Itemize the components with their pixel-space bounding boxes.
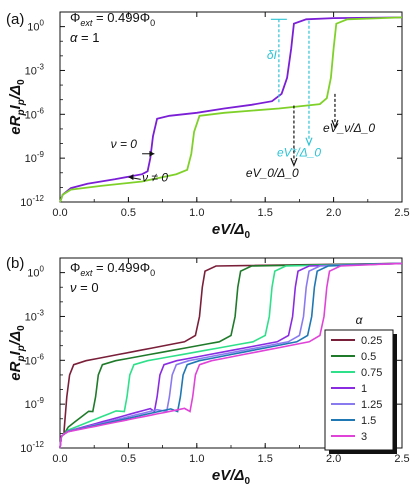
x-tick-label: 1.5 (258, 453, 273, 465)
panel-a-ticks: 0.0 0.5 1.0 1.5 2.0 2.5 100 10-3 10-6 10-9 10-12 (20, 11, 410, 219)
legend-box (324, 329, 394, 451)
x-tick-label: 0.0 (52, 453, 67, 465)
delta-i-label: δI (267, 48, 278, 62)
x-tick-label: 2.5 (394, 453, 409, 465)
legend-label: 3 (361, 431, 367, 443)
legend-label: 0.75 (361, 367, 382, 379)
y-tick-label: 100 (27, 265, 44, 280)
x-tick-label: 2.0 (326, 207, 341, 219)
y-tick-label: 10-12 (20, 194, 44, 209)
series-line-3 (59, 262, 403, 449)
x-tick-label: 1.0 (189, 207, 204, 219)
y-tick-label: 10-3 (25, 62, 45, 77)
legend-label: 1.5 (361, 415, 376, 427)
x-tick-label: 0.5 (121, 453, 136, 465)
legend-label: 0.25 (361, 335, 382, 347)
x-tick-label: 1.0 (189, 453, 204, 465)
panel-b-param-phi: Φext = 0.499Φ0 (70, 260, 155, 278)
panel-a-label: (a) (6, 11, 24, 28)
phi-sub: ext (80, 18, 93, 28)
panel-a-series (59, 16, 403, 203)
x-tick-label: 2.0 (326, 453, 341, 465)
series-line-0.75 (59, 262, 403, 449)
ev0-label: eV_0/Δ_0 (246, 166, 299, 180)
panel-a-param-phi: Φext = 0.499Φ0 (70, 10, 155, 28)
nu-zero-arrowhead (149, 150, 155, 157)
ev-star-arrowhead (305, 137, 313, 147)
x-tick-label: 1.5 (258, 207, 273, 219)
y-tick-label: 10-9 (25, 396, 45, 411)
ev0-arrowhead (290, 157, 298, 168)
nu-nonzero-arrowhead (128, 174, 134, 181)
phi-sub0: 0 (150, 18, 155, 28)
phi-sub0: 0 (150, 268, 155, 278)
phi-symbol: Φ (70, 260, 80, 275)
panel-b-xlabel: eV/Δ0 (212, 467, 251, 487)
panel-a: (a) 0.0 0.5 1.0 1.5 2.0 2.5 100 10-3 10-6 10-9 10-… (6, 10, 410, 241)
y-tick-label: 10-6 (25, 106, 45, 121)
panel-b-param-nu: ν = 0 (70, 280, 99, 295)
phi-eq: = 0.499Φ (92, 10, 150, 25)
legend-label: 1 (361, 383, 367, 395)
series-line-0.25 (59, 262, 403, 449)
y-tick-label: 10-3 (25, 308, 45, 323)
y-tick-label: 10-12 (20, 440, 44, 455)
panel-a-ylabel: eRpIp/Δ0 (7, 79, 27, 135)
panel-b-ticks: 0.0 0.5 1.0 1.5 2.0 2.5 100 10-3 10-6 10-9 10-12 (20, 257, 410, 465)
series-line-0.5 (59, 262, 403, 449)
phi-symbol: Φ (70, 10, 80, 25)
series-line-0 (59, 16, 403, 203)
panel-b-series (59, 262, 403, 449)
ev-star-label: eV*/Δ_0 (277, 146, 321, 160)
panel-b-legend: α 0.25 0.5 0.75 1 1.25 1.5 3 (324, 313, 397, 454)
legend-label: 0.5 (361, 351, 376, 363)
y-tick-label: 10-6 (25, 352, 45, 367)
series-line-1 (59, 16, 403, 203)
ev-nu-label: eV_ν/Δ_0 (323, 121, 375, 135)
panel-b: (b) 0.0 0.5 1.0 1.5 2.0 2.5 100 10-3 10-6 10-9 10-… (6, 255, 410, 487)
x-tick-label: 2.5 (394, 207, 409, 219)
series-line-1 (59, 262, 403, 449)
nu-zero-label: ν = 0 (111, 137, 138, 151)
panel-a-param-alpha: α = 1 (70, 30, 99, 45)
x-tick-label: 0.5 (121, 207, 136, 219)
legend-label: 1.25 (361, 399, 382, 411)
ev-nu-arrowhead (331, 119, 339, 130)
nu-nonzero-label: ν ≠ 0 (142, 171, 168, 185)
phi-sub: ext (80, 268, 93, 278)
y-tick-label: 100 (27, 19, 44, 34)
legend-title: α (356, 313, 364, 327)
panel-b-ylabel: eRpIp/Δ0 (7, 325, 27, 381)
phi-eq: = 0.499Φ (92, 260, 150, 275)
panel-a-annotations: δI eV*/Δ_0 eV_0/Δ_0 eV_ν/Δ_0 ν = 0 ν ≠ 0 (111, 18, 375, 185)
panel-a-xlabel: eV/Δ0 (212, 221, 251, 241)
y-tick-label: 10-9 (25, 150, 45, 165)
x-tick-label: 0.0 (52, 207, 67, 219)
panel-b-label: (b) (6, 255, 24, 272)
